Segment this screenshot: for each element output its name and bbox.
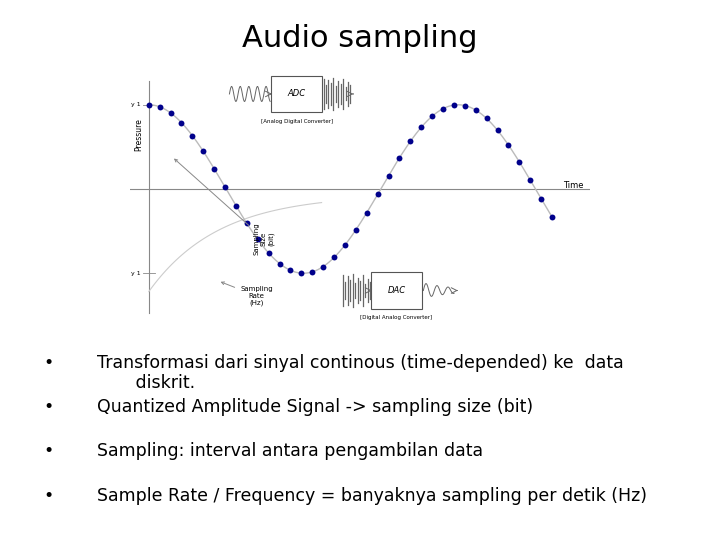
Text: •: • bbox=[43, 487, 53, 504]
Point bbox=[492, 126, 503, 134]
Text: Sampling
Size
(bit): Sampling Size (bit) bbox=[175, 159, 274, 255]
Point bbox=[513, 158, 525, 166]
Text: Audio sampling: Audio sampling bbox=[242, 24, 478, 53]
Point bbox=[546, 212, 558, 221]
Point bbox=[350, 226, 361, 234]
Point bbox=[503, 141, 514, 150]
Point bbox=[220, 183, 231, 192]
Point bbox=[383, 172, 395, 180]
Point bbox=[524, 176, 536, 184]
Point bbox=[307, 268, 318, 276]
Point bbox=[154, 103, 166, 111]
Point bbox=[536, 194, 547, 203]
Text: Sample Rate / Frequency = banyaknya sampling per detik (Hz): Sample Rate / Frequency = banyaknya samp… bbox=[97, 487, 647, 504]
Point bbox=[186, 131, 198, 140]
Point bbox=[208, 165, 220, 173]
Text: Transformasi dari sinyal continous (time-depended) ke  data
       diskrit.: Transformasi dari sinyal continous (time… bbox=[97, 354, 624, 393]
Point bbox=[339, 241, 351, 249]
Text: [Digital Analog Converter]: [Digital Analog Converter] bbox=[361, 315, 433, 320]
Text: Time: Time bbox=[564, 181, 584, 190]
Point bbox=[405, 137, 416, 146]
Text: Sampling
Rate
(Hz): Sampling Rate (Hz) bbox=[222, 282, 273, 306]
Point bbox=[481, 114, 492, 123]
Point bbox=[361, 208, 372, 217]
Text: ADC: ADC bbox=[287, 90, 306, 98]
Point bbox=[241, 219, 253, 228]
Text: •: • bbox=[43, 398, 53, 416]
Text: Pressure: Pressure bbox=[135, 119, 144, 151]
Point bbox=[318, 262, 329, 271]
Point bbox=[284, 266, 296, 275]
Point bbox=[448, 101, 459, 110]
Point bbox=[230, 201, 242, 210]
Text: [Analog Digital Converter]: [Analog Digital Converter] bbox=[261, 119, 333, 124]
Point bbox=[328, 253, 340, 262]
Point bbox=[394, 153, 405, 162]
Text: •: • bbox=[43, 442, 53, 460]
Point bbox=[263, 249, 274, 258]
Point bbox=[470, 106, 482, 114]
Point bbox=[459, 101, 471, 110]
Point bbox=[274, 259, 285, 268]
Text: y 1: y 1 bbox=[132, 271, 141, 276]
Text: Quantized Amplitude Signal -> sampling size (bit): Quantized Amplitude Signal -> sampling s… bbox=[97, 398, 534, 416]
Text: y 1: y 1 bbox=[132, 102, 141, 107]
Point bbox=[197, 147, 209, 156]
Text: DAC: DAC bbox=[387, 286, 405, 295]
Point bbox=[426, 112, 438, 120]
Point bbox=[143, 100, 155, 109]
Text: Sampling: interval antara pengambilan data: Sampling: interval antara pengambilan da… bbox=[97, 442, 483, 460]
FancyBboxPatch shape bbox=[271, 76, 322, 112]
Point bbox=[437, 104, 449, 113]
Point bbox=[252, 235, 264, 244]
Point bbox=[415, 123, 427, 132]
FancyBboxPatch shape bbox=[371, 272, 422, 309]
Point bbox=[165, 109, 176, 117]
Point bbox=[296, 269, 307, 278]
Text: •: • bbox=[43, 354, 53, 372]
Point bbox=[372, 190, 384, 199]
Point bbox=[176, 118, 187, 127]
